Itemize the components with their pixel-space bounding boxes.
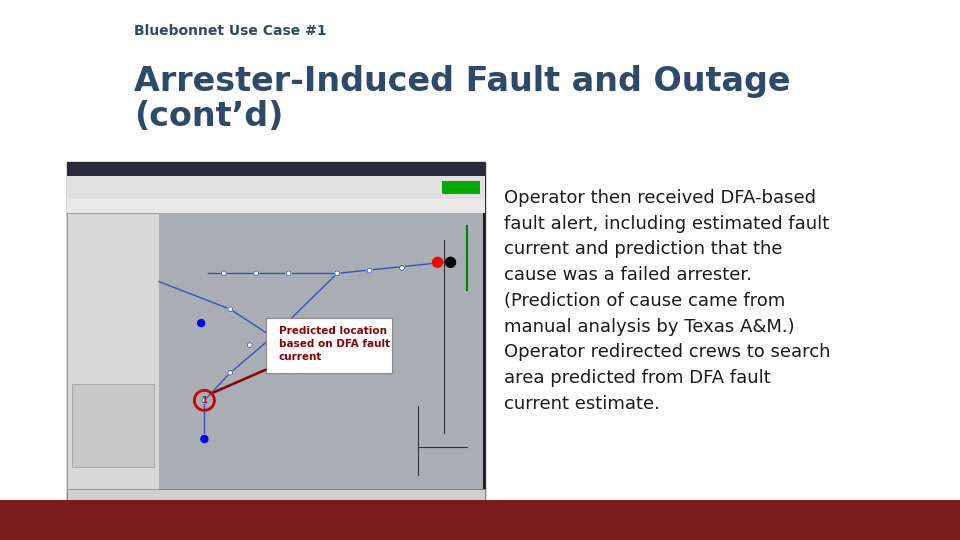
Bar xyxy=(0,500,960,540)
Bar xyxy=(67,162,485,500)
Circle shape xyxy=(270,334,275,339)
Circle shape xyxy=(367,268,372,273)
Bar xyxy=(67,489,485,500)
Circle shape xyxy=(293,348,298,353)
Bar xyxy=(159,213,483,489)
Circle shape xyxy=(202,398,207,403)
Text: Predicted location
based on DFA fault
current: Predicted location based on DFA fault cu… xyxy=(278,326,390,362)
Bar xyxy=(67,176,485,199)
Bar xyxy=(442,180,480,194)
Circle shape xyxy=(335,271,340,276)
Text: Bluebonnet Use Case #1: Bluebonnet Use Case #1 xyxy=(134,24,327,38)
Circle shape xyxy=(433,258,443,267)
Text: Operator then received DFA-based
fault alert, including estimated fault
current : Operator then received DFA-based fault a… xyxy=(504,189,830,413)
Circle shape xyxy=(399,265,404,271)
Circle shape xyxy=(445,258,455,267)
Circle shape xyxy=(198,320,204,327)
Bar xyxy=(67,213,159,489)
Circle shape xyxy=(201,435,208,442)
Bar xyxy=(67,162,485,176)
Circle shape xyxy=(228,307,233,312)
Circle shape xyxy=(222,271,227,276)
Bar xyxy=(72,384,155,467)
Circle shape xyxy=(228,370,233,375)
Bar xyxy=(266,318,393,373)
Text: Arrester-Induced Fault and Outage
(cont’d): Arrester-Induced Fault and Outage (cont’… xyxy=(134,65,791,133)
Bar xyxy=(67,199,485,213)
Circle shape xyxy=(248,343,252,348)
Circle shape xyxy=(253,271,258,276)
Text: 1: 1 xyxy=(202,396,207,405)
Circle shape xyxy=(286,271,291,276)
